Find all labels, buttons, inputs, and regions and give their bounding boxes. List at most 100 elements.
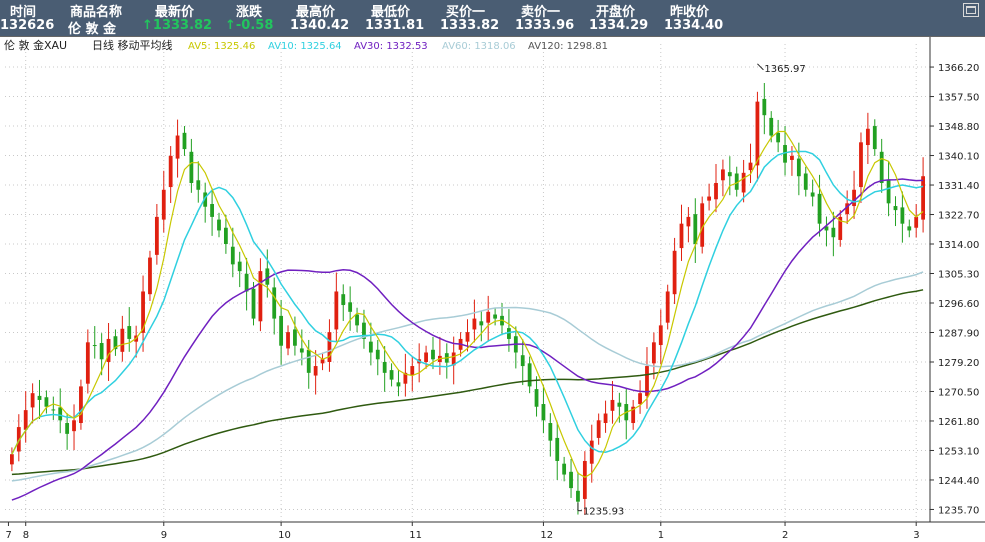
candle-body <box>638 393 642 405</box>
low-label: 1235.93 <box>583 507 624 518</box>
candle-body <box>44 397 49 407</box>
candle-body <box>341 294 346 306</box>
moving-averages <box>11 130 924 501</box>
candle-body <box>693 214 698 245</box>
candle-body <box>672 250 677 295</box>
candle-body <box>548 423 553 441</box>
candle-body <box>914 216 919 228</box>
header-label-change: 涨跌 <box>236 5 263 20</box>
candle-body <box>244 273 249 292</box>
candle-body <box>762 98 767 116</box>
candle-body <box>355 314 359 326</box>
candle-body <box>810 192 815 197</box>
candle-body <box>79 386 83 424</box>
candle-body <box>534 389 539 407</box>
candle-body <box>555 437 560 461</box>
high-label: 1365.97 <box>764 64 805 75</box>
candle-body <box>141 291 145 333</box>
header-label-bid: 买价一 <box>446 5 486 20</box>
candle-body <box>30 393 35 408</box>
y-tick-label: 1261.80 <box>938 417 979 428</box>
candle-body <box>210 204 214 217</box>
ma10-line <box>11 150 924 455</box>
candle-body <box>217 219 221 231</box>
candle-body <box>85 342 90 384</box>
candle-body <box>10 454 14 465</box>
header-change: ↑-0.58 <box>225 18 274 33</box>
candle-body <box>817 193 822 224</box>
x-tick-label: 3 <box>913 530 919 541</box>
legend-ma120: AV120: 1298.81 <box>528 41 608 52</box>
x-tick-label: 9 <box>161 530 167 541</box>
y-tick-label: 1331.40 <box>938 181 979 192</box>
candle-body <box>313 366 318 376</box>
candle-body <box>161 189 166 220</box>
candlestick-chart: 1365.97 1235.93 1366.20 1357.50 1348.80 1340… <box>0 36 985 542</box>
x-tick-label: 11 <box>409 530 422 541</box>
candle-body <box>451 352 456 366</box>
candle-body <box>175 135 180 159</box>
candle-body <box>410 366 415 376</box>
candle-body <box>707 196 712 201</box>
candle-body <box>327 332 332 362</box>
x-tick-label: 1 <box>658 530 664 541</box>
candle-body <box>645 366 649 396</box>
candle-body <box>92 345 97 347</box>
header-prev-close: 1334.40 <box>664 18 724 33</box>
candle-body <box>631 406 636 424</box>
candle-body <box>665 291 670 323</box>
header-name: 伦 敦 金 <box>68 22 117 37</box>
header-label-last: 最新价 <box>155 5 195 20</box>
candle-body <box>23 410 28 430</box>
candle-body <box>796 158 801 177</box>
candle-body <box>168 155 173 188</box>
y-tick-label: 1348.80 <box>938 122 979 133</box>
candle-body <box>921 176 925 220</box>
candle-body <box>403 372 408 384</box>
legend-ma10: AV10: 1325.64 <box>268 41 342 52</box>
candle-body <box>865 128 870 146</box>
legend: 伦 敦 金XAU 日线 移动平均线 AV5: 1325.46 AV10: 132… <box>4 38 608 52</box>
candle-body <box>348 302 353 312</box>
candle-body <box>293 329 297 346</box>
candle-body <box>154 216 159 255</box>
header-low: 1331.81 <box>365 18 425 33</box>
candle-body <box>106 338 111 362</box>
candle-body <box>382 361 387 373</box>
candle-body <box>258 271 263 322</box>
candle-body <box>603 413 608 424</box>
candle-body <box>113 336 118 350</box>
candle-body <box>37 395 42 400</box>
candle-body <box>272 287 277 319</box>
candle-body <box>679 223 684 249</box>
candle-body <box>493 314 498 319</box>
candle-body <box>900 207 905 224</box>
candle-body <box>569 471 573 489</box>
candle-body <box>203 192 208 207</box>
candle-body <box>520 355 525 367</box>
candle-body <box>396 382 401 387</box>
y-tick-label: 1279.20 <box>938 358 979 369</box>
candle-body <box>658 325 663 346</box>
candle-body <box>541 404 546 421</box>
candle-body <box>189 151 194 183</box>
candle-body <box>727 172 732 177</box>
header-label-time: 时间 <box>10 5 37 20</box>
candle-body <box>589 440 594 464</box>
candle-body <box>527 363 532 387</box>
candle-body <box>51 409 56 411</box>
candle-body <box>58 407 63 421</box>
candle-body <box>424 352 428 362</box>
candle-body <box>893 206 898 211</box>
candle-body <box>610 399 615 411</box>
candle-body <box>148 257 152 295</box>
candle-body <box>831 227 836 238</box>
candle-body <box>306 349 311 373</box>
candle-body <box>859 142 863 188</box>
candle-body <box>251 288 256 319</box>
axes: 1366.20 1357.50 1348.80 1340.10 1331.40 1322.… <box>0 36 985 541</box>
candle-body <box>651 342 656 364</box>
candle-body <box>507 328 511 339</box>
header-label-prev-close: 昨收价 <box>670 5 710 20</box>
restore-window-icon[interactable] <box>963 3 979 17</box>
